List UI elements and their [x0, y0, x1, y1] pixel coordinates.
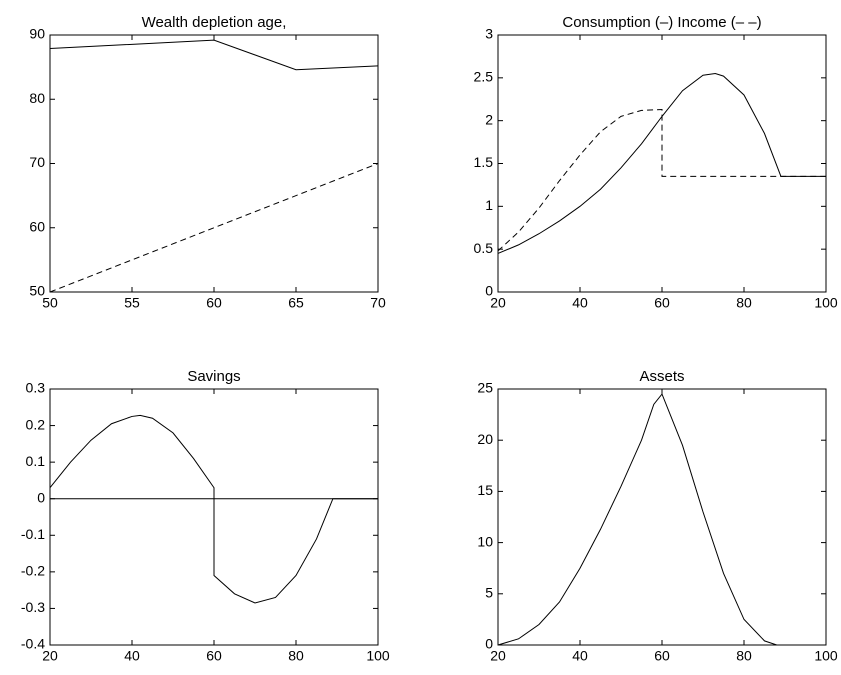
- x-tick-label: 40: [124, 648, 140, 664]
- axes-frame: [497, 388, 827, 646]
- data-line: [497, 73, 826, 254]
- y-tick-label: 60: [29, 218, 45, 234]
- x-tick-label: 100: [366, 648, 390, 664]
- y-tick-label: 50: [29, 283, 45, 299]
- y-tick-label: 0.1: [26, 453, 46, 469]
- chart-title: Savings: [187, 368, 240, 385]
- y-tick-label: 80: [29, 90, 45, 106]
- data-line: [497, 109, 826, 252]
- x-tick-label: 70: [370, 295, 386, 311]
- y-tick-label: 0.2: [26, 416, 46, 432]
- y-tick-label: 15: [477, 482, 493, 498]
- x-tick-label: 20: [490, 648, 506, 664]
- y-tick-label: 3: [485, 26, 493, 42]
- x-tick-label: 80: [288, 648, 304, 664]
- y-tick-label: 20: [477, 431, 493, 447]
- y-tick-label: 1.5: [474, 154, 494, 170]
- y-tick-label: -0.4: [21, 636, 45, 652]
- chart-title: Consumption (–) Income (– –): [562, 14, 761, 31]
- chart-title: Assets: [639, 368, 684, 385]
- x-tick-label: 55: [124, 295, 140, 311]
- x-tick-label: 50: [42, 295, 58, 311]
- x-tick-label: 65: [288, 295, 304, 311]
- y-tick-label: 0: [485, 283, 493, 299]
- x-tick-label: 20: [490, 295, 506, 311]
- x-tick-label: 20: [42, 648, 58, 664]
- data-line: [49, 414, 378, 604]
- y-tick-label: 10: [477, 533, 493, 549]
- x-tick-label: 60: [654, 648, 670, 664]
- x-tick-label: 60: [206, 295, 222, 311]
- data-line: [497, 393, 826, 646]
- y-tick-label: 0: [37, 489, 45, 505]
- y-tick-label: 0: [485, 636, 493, 652]
- y-tick-label: 70: [29, 154, 45, 170]
- y-tick-label: 0.5: [474, 240, 494, 256]
- axes-frame: [49, 34, 379, 293]
- data-line: [49, 163, 379, 293]
- data-line: [49, 39, 379, 71]
- x-tick-label: 60: [654, 295, 670, 311]
- axes-frame: [497, 34, 827, 293]
- chart-title: Wealth depletion age,: [142, 14, 287, 31]
- y-tick-label: -0.1: [21, 526, 45, 542]
- x-tick-label: 100: [814, 648, 838, 664]
- x-tick-label: 80: [736, 648, 752, 664]
- y-tick-label: 5: [485, 585, 493, 601]
- x-tick-label: 100: [814, 295, 838, 311]
- x-tick-label: 60: [206, 648, 222, 664]
- y-tick-label: 90: [29, 26, 45, 42]
- y-tick-label: -0.2: [21, 563, 45, 579]
- x-tick-label: 80: [736, 295, 752, 311]
- y-tick-label: 2: [485, 111, 493, 127]
- y-tick-label: 2.5: [474, 69, 494, 85]
- x-tick-label: 40: [572, 295, 588, 311]
- x-tick-label: 40: [572, 648, 588, 664]
- y-tick-label: 1: [485, 197, 493, 213]
- y-tick-label: -0.3: [21, 599, 45, 615]
- y-tick-label: 0.3: [26, 380, 46, 396]
- y-tick-label: 25: [477, 380, 493, 396]
